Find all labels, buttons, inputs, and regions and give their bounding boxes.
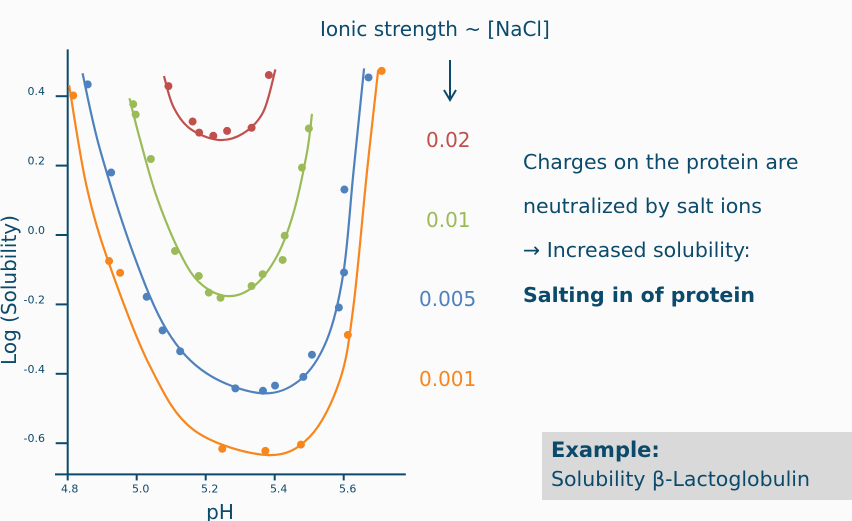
x-tick-label: 4.8 [61,482,79,495]
data-point-0.005 [107,168,116,177]
data-point-0.01 [131,110,140,119]
x-tick-label: 5.6 [339,482,357,495]
data-point-0.001 [377,66,386,75]
data-point-0.005 [340,185,349,194]
arrow-down-icon [443,60,457,102]
y-axis-label: Log (Solubility) [0,215,21,365]
data-point-0.005 [340,268,349,277]
data-point-0.02 [164,82,173,91]
x-tick-label: 5.2 [201,482,219,495]
axes: 4.8 5.0 5.2 5.4 5.6 0.4 0.2 0.0 -0.2 -0.4 -0.6 [24,49,406,495]
data-point-0.005 [158,326,167,335]
ionic-strength-label: Ionic strength ~ [NaCl] [320,17,550,41]
data-point-0.02 [223,126,232,135]
x-tick-label: 5.4 [270,482,288,495]
data-point-0.01 [170,246,179,255]
data-point-0.01 [280,231,289,240]
data-point-0.01 [204,288,213,297]
example-box: Example: Solubility β-Lactoglobulin [542,432,852,500]
data-point-0.005 [364,73,373,82]
data-point-0.01 [146,155,155,164]
data-point-0.005 [307,350,316,359]
data-point-0.02 [264,71,273,80]
example-body: Solubility β-Lactoglobulin [551,467,810,491]
text-line-4: Salting in of protein [523,283,755,307]
data-point-0.005 [83,80,92,89]
data-point-0.02 [195,128,204,137]
fit-curve-0.02 [162,69,277,142]
fit-curves [67,68,380,457]
legend-0.02: 0.02 [426,128,471,152]
data-point-0.005 [176,347,185,356]
text-line-2: neutralized by salt ions [523,194,762,218]
data-point-0.005 [334,303,343,312]
data-point-0.02 [247,123,256,132]
data-point-0.005 [299,372,308,381]
data-point-0.001 [296,440,305,449]
data-point-0.02 [209,131,218,140]
data-points [69,66,386,455]
data-point-0.001 [105,257,114,266]
text-line-1: Charges on the protein are [523,150,799,174]
data-point-0.02 [188,117,197,126]
data-point-0.01 [258,270,267,279]
data-point-0.001 [69,91,78,100]
data-point-0.001 [218,444,227,453]
legend-0.01: 0.01 [426,208,471,232]
x-axis-label: pH [206,500,234,521]
example-title: Example: [551,438,660,462]
data-point-0.005 [258,386,267,395]
legend-0.001: 0.001 [419,367,477,391]
data-point-0.01 [297,163,306,172]
y-tick-label: -0.2 [24,293,45,306]
data-point-0.001 [116,268,125,277]
fit-curve-0.01 [128,98,314,298]
y-tick-label: -0.6 [24,432,45,445]
data-point-0.001 [261,446,270,455]
y-tick-label: 0.0 [28,224,46,237]
data-point-0.005 [271,381,280,390]
data-point-0.01 [247,282,256,291]
x-tick-label: 5.0 [132,482,150,495]
data-point-0.01 [278,255,287,264]
data-point-0.005 [231,384,240,393]
data-point-0.01 [194,271,203,280]
data-point-0.01 [304,124,313,133]
y-tick-label: 0.4 [28,85,46,98]
data-point-0.01 [216,293,225,302]
y-tick-label: 0.2 [28,155,46,168]
text-line-3: → Increased solubility: [523,238,751,262]
legend-0.005: 0.005 [419,287,477,311]
data-point-0.001 [343,330,352,339]
fit-curve-0.001 [67,69,380,457]
y-tick-label: -0.4 [24,363,45,376]
data-point-0.01 [129,100,138,109]
fit-curve-0.005 [81,68,366,395]
data-point-0.005 [142,292,151,301]
